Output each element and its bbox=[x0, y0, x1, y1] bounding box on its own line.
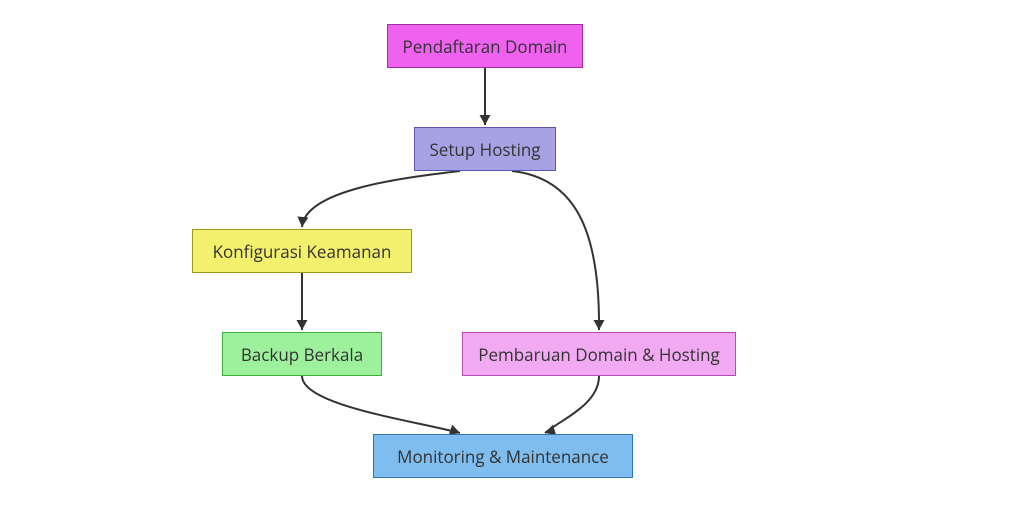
node-label: Konfigurasi Keamanan bbox=[213, 240, 392, 263]
node-setup: Setup Hosting bbox=[414, 127, 556, 171]
node-label: Monitoring & Maintenance bbox=[397, 445, 609, 468]
node-label: Backup Berkala bbox=[241, 343, 363, 366]
node-label: Pembaruan Domain & Hosting bbox=[478, 343, 720, 366]
node-pembaruan: Pembaruan Domain & Hosting bbox=[462, 332, 736, 376]
node-backup: Backup Berkala bbox=[222, 332, 382, 376]
node-konfigurasi: Konfigurasi Keamanan bbox=[192, 229, 412, 273]
node-pendaftaran: Pendaftaran Domain bbox=[387, 24, 583, 68]
node-label: Pendaftaran Domain bbox=[403, 35, 568, 58]
node-label: Setup Hosting bbox=[429, 138, 540, 161]
node-monitoring: Monitoring & Maintenance bbox=[373, 434, 633, 478]
